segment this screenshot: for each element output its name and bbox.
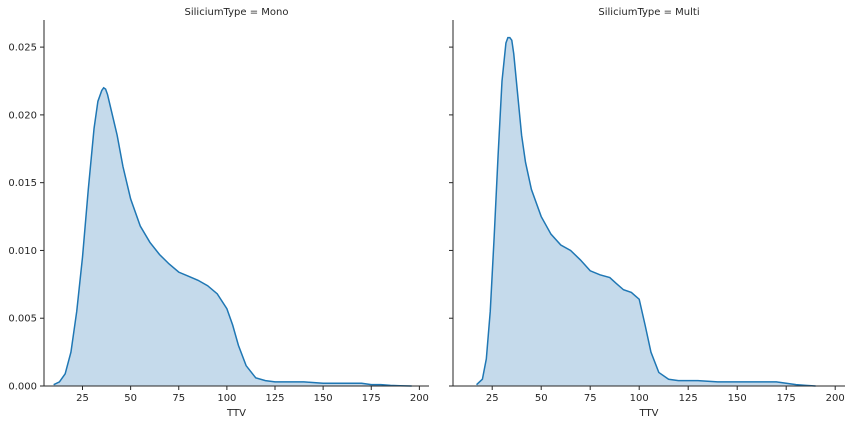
y-tick-label: 0.025 [8,43,37,54]
density-line [476,36,816,387]
x-tick-label: 150 [728,393,747,404]
x-tick-label: 75 [584,393,597,404]
x-tick-label: 200 [826,393,845,404]
x-tick-label: 125 [679,393,698,404]
y-tick-label: 0.015 [8,178,37,189]
x-axis-label: TTV [639,408,659,419]
x-tick-label: 50 [535,393,548,404]
panel-title: SiliciumType = Multi [598,7,699,18]
x-tick-label: 25 [486,393,499,404]
x-tick-label: 150 [314,393,333,404]
y-ticks [449,46,453,387]
y-tick-label: 0.000 [8,382,37,393]
x-tick-label: 175 [362,393,381,404]
y-ticks: 0.000 0.005 0.010 0.015 0.020 0.025 [8,43,44,393]
x-tick-label: 125 [265,393,284,404]
x-tick-label: 25 [76,393,89,404]
x-axis-label: TTV [226,408,246,419]
x-tick-label: 100 [217,393,236,404]
density-line [53,86,412,387]
density-area [476,37,816,387]
x-ticks: 25 50 75 100 125 150 175 200 [76,386,429,404]
panel-multi: SiliciumType = Multi 25 50 75 100 125 150 175 2… [449,7,845,419]
panel-title: SiliciumType = Mono [185,7,289,18]
x-tick-label: 200 [410,393,429,404]
x-tick-label: 175 [777,393,796,404]
panel-mono: SiliciumType = Mono 25 50 75 100 125 150 175 20… [8,7,429,419]
x-tick-label: 75 [172,393,185,404]
y-tick-label: 0.020 [8,110,37,121]
x-tick-label: 50 [124,393,137,404]
y-tick-label: 0.005 [8,314,37,325]
x-ticks: 25 50 75 100 125 150 175 200 [486,386,845,404]
y-tick-label: 0.010 [8,246,37,257]
x-tick-label: 100 [630,393,649,404]
density-area [53,87,412,386]
